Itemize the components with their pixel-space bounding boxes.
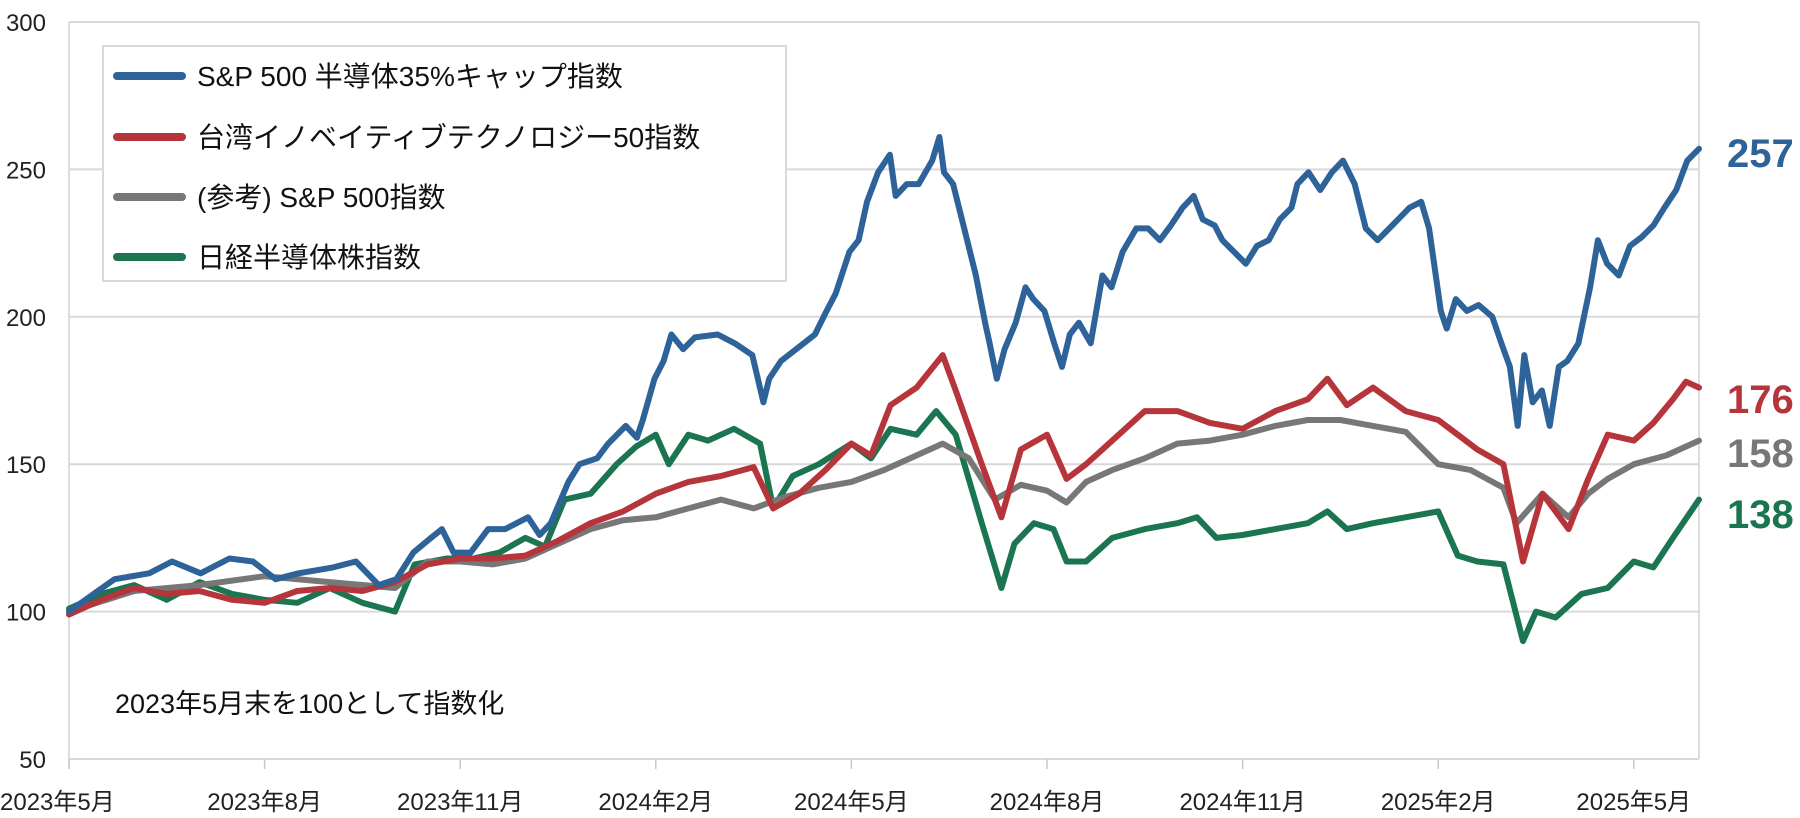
x-tick-label: 2023年11月 (397, 789, 523, 816)
x-tick-label: 2025年5月 (1576, 789, 1691, 816)
x-tick-label: 2024年8月 (990, 789, 1105, 816)
x-tick-label: 2024年5月 (794, 789, 909, 816)
end-value-label: 158 (1727, 432, 1794, 476)
legend-label: S&P 500 半導体35%キャップ指数 (197, 61, 623, 92)
y-tick-label: 150 (6, 452, 46, 479)
x-tick-label: 2023年8月 (207, 789, 322, 816)
legend-box (102, 45, 787, 282)
series-line (66, 408, 1702, 645)
series-line (66, 352, 1702, 618)
x-tick-label: 2024年11月 (1179, 789, 1305, 816)
y-axis: 50 100 150 200 250 300 (6, 10, 46, 774)
annotation-note: 2023年5月末を100として指数化 (115, 689, 504, 719)
x-tick-label: 2024年2月 (598, 789, 713, 816)
series-line (66, 134, 1702, 615)
legend-label: (参考) S&P 500指数 (197, 182, 445, 213)
end-value-label: 138 (1727, 493, 1794, 537)
end-value-label: 176 (1727, 378, 1794, 422)
series-lines (66, 134, 1702, 645)
x-axis: 2023年5月 2023年8月 2023年11月 2024年2月 2024年5月 2024… (0, 759, 1691, 816)
y-tick-label: 100 (6, 600, 46, 627)
x-tick-label: 2025年2月 (1381, 789, 1496, 816)
y-tick-label: 50 (19, 747, 46, 774)
x-tick-label: 2023年5月 (0, 789, 115, 816)
series-line (66, 417, 1702, 615)
end-value-label: 257 (1727, 132, 1794, 176)
y-tick-label: 200 (6, 305, 46, 332)
legend-label: 日経半導体株指数 (197, 242, 421, 273)
y-tick-label: 250 (6, 157, 46, 184)
y-tick-label: 300 (6, 10, 46, 37)
end-labels: 257 176 158 138 (1727, 132, 1794, 537)
legend-label: 台湾イノベイティブテクノロジー50指数 (197, 122, 700, 153)
